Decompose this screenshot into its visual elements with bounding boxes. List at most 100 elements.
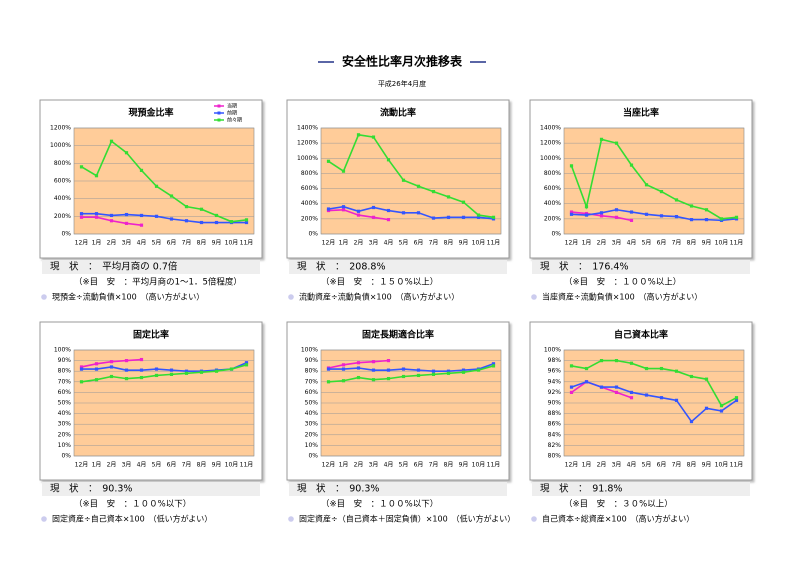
series-line <box>81 361 247 372</box>
y-tick-label: 0% <box>308 453 318 460</box>
point-marker <box>416 368 421 372</box>
point-marker <box>326 367 331 371</box>
x-tick-label: 5月 <box>399 240 409 247</box>
y-tick-label: 70% <box>305 378 319 385</box>
y-tick-label: 400% <box>301 200 318 207</box>
point-marker <box>704 218 709 222</box>
point-marker <box>599 211 604 215</box>
x-tick-label: 4月 <box>137 462 147 469</box>
point-marker <box>599 385 604 389</box>
legend-label: 前期 <box>227 110 237 117</box>
x-tick-label: 5月 <box>399 462 409 469</box>
bullet <box>531 516 537 522</box>
point-marker <box>124 359 129 363</box>
series-line <box>570 138 737 220</box>
x-tick-label: 10月 <box>472 462 486 469</box>
point-marker <box>734 396 739 400</box>
x-tick-label: 7月 <box>429 240 439 247</box>
point-marker <box>326 159 331 163</box>
point-marker <box>491 215 496 219</box>
point-marker <box>244 220 249 225</box>
point-marker <box>79 165 84 169</box>
point-marker <box>719 404 724 408</box>
point-marker <box>109 213 114 218</box>
x-tick-label: 8月 <box>687 462 697 469</box>
point-marker <box>614 359 619 363</box>
y-tick-label: 100% <box>54 347 71 354</box>
point-marker <box>139 223 144 227</box>
status-text: 現 状 ： 176.4% <box>540 261 628 273</box>
point-marker <box>184 371 189 375</box>
x-tick-label: 3月 <box>369 240 379 247</box>
page-subtitle: 平成26年4月度 <box>378 79 426 88</box>
y-tick-label: 1200% <box>50 125 71 132</box>
y-tick-label: 30% <box>305 421 319 428</box>
point-marker <box>569 164 574 168</box>
point-marker <box>199 207 204 211</box>
y-tick-label: 50% <box>305 400 319 407</box>
legend-marker <box>217 111 221 115</box>
x-tick-label: 2月 <box>354 240 364 247</box>
point-marker <box>109 360 114 364</box>
y-tick-label: 86% <box>548 421 562 428</box>
point-marker <box>689 374 694 379</box>
x-tick-label: 12月 <box>75 240 89 247</box>
x-tick-label: 11月 <box>240 462 254 469</box>
x-tick-label: 7月 <box>429 462 439 469</box>
point-marker <box>614 208 619 212</box>
guide-text: （※目 安 ：平均月商の1～1．5倍程度） <box>74 277 242 288</box>
series-line <box>328 363 494 372</box>
point-marker <box>599 137 604 141</box>
x-tick-label: 6月 <box>167 462 177 469</box>
point-marker <box>356 375 361 380</box>
point-marker <box>689 218 694 222</box>
formula-text: 当座資産÷流動負債×100 （高い方がよい） <box>542 292 702 302</box>
bullet <box>288 294 294 300</box>
x-tick-label: 1月 <box>92 240 102 247</box>
point-marker <box>734 215 739 219</box>
y-tick-label: 1400% <box>540 125 561 132</box>
point-marker <box>371 360 376 364</box>
status-band <box>532 482 750 496</box>
y-tick-label: 1000% <box>540 155 561 162</box>
point-marker <box>629 163 634 167</box>
chart-title: 固定長期適合比率 <box>362 329 434 341</box>
guide-text: （※目 安 ：１００%以下） <box>74 499 191 510</box>
bullet <box>531 294 537 300</box>
point-marker <box>79 365 84 369</box>
status-text: 現 状 ： 208.8% <box>297 261 385 273</box>
point-marker <box>214 369 219 373</box>
point-marker <box>139 375 144 380</box>
legend-marker <box>217 104 221 108</box>
x-tick-label: 4月 <box>627 462 637 469</box>
x-tick-label: 7月 <box>672 240 682 247</box>
point-marker <box>431 369 436 373</box>
chart-title: 現預金比率 <box>128 107 173 119</box>
point-marker <box>416 373 421 378</box>
x-tick-label: 10月 <box>715 462 729 469</box>
chart-title: 当座比率 <box>623 107 659 119</box>
chart-title: 自己資本比率 <box>614 329 668 341</box>
guide-text: （※目 安 ：１００%以上） <box>564 277 681 288</box>
point-marker <box>139 368 144 372</box>
point-marker <box>124 377 129 381</box>
x-tick-label: 6月 <box>657 240 667 247</box>
series-line <box>571 359 737 407</box>
y-tick-label: 600% <box>54 178 71 185</box>
y-tick-label: 80% <box>58 368 72 375</box>
point-marker <box>94 215 99 219</box>
y-tick-label: 100% <box>544 347 561 354</box>
point-marker <box>614 390 619 394</box>
point-marker <box>446 215 451 219</box>
point-marker <box>184 219 189 223</box>
x-tick-label: 8月 <box>197 240 207 247</box>
point-marker <box>644 393 649 397</box>
point-marker <box>154 214 159 218</box>
x-tick-label: 1月 <box>582 240 592 247</box>
x-tick-label: 11月 <box>487 462 501 469</box>
point-marker <box>386 208 391 213</box>
x-tick-label: 9月 <box>212 462 222 469</box>
point-marker <box>356 133 361 137</box>
y-tick-label: 0% <box>551 231 561 238</box>
point-marker <box>109 365 114 369</box>
